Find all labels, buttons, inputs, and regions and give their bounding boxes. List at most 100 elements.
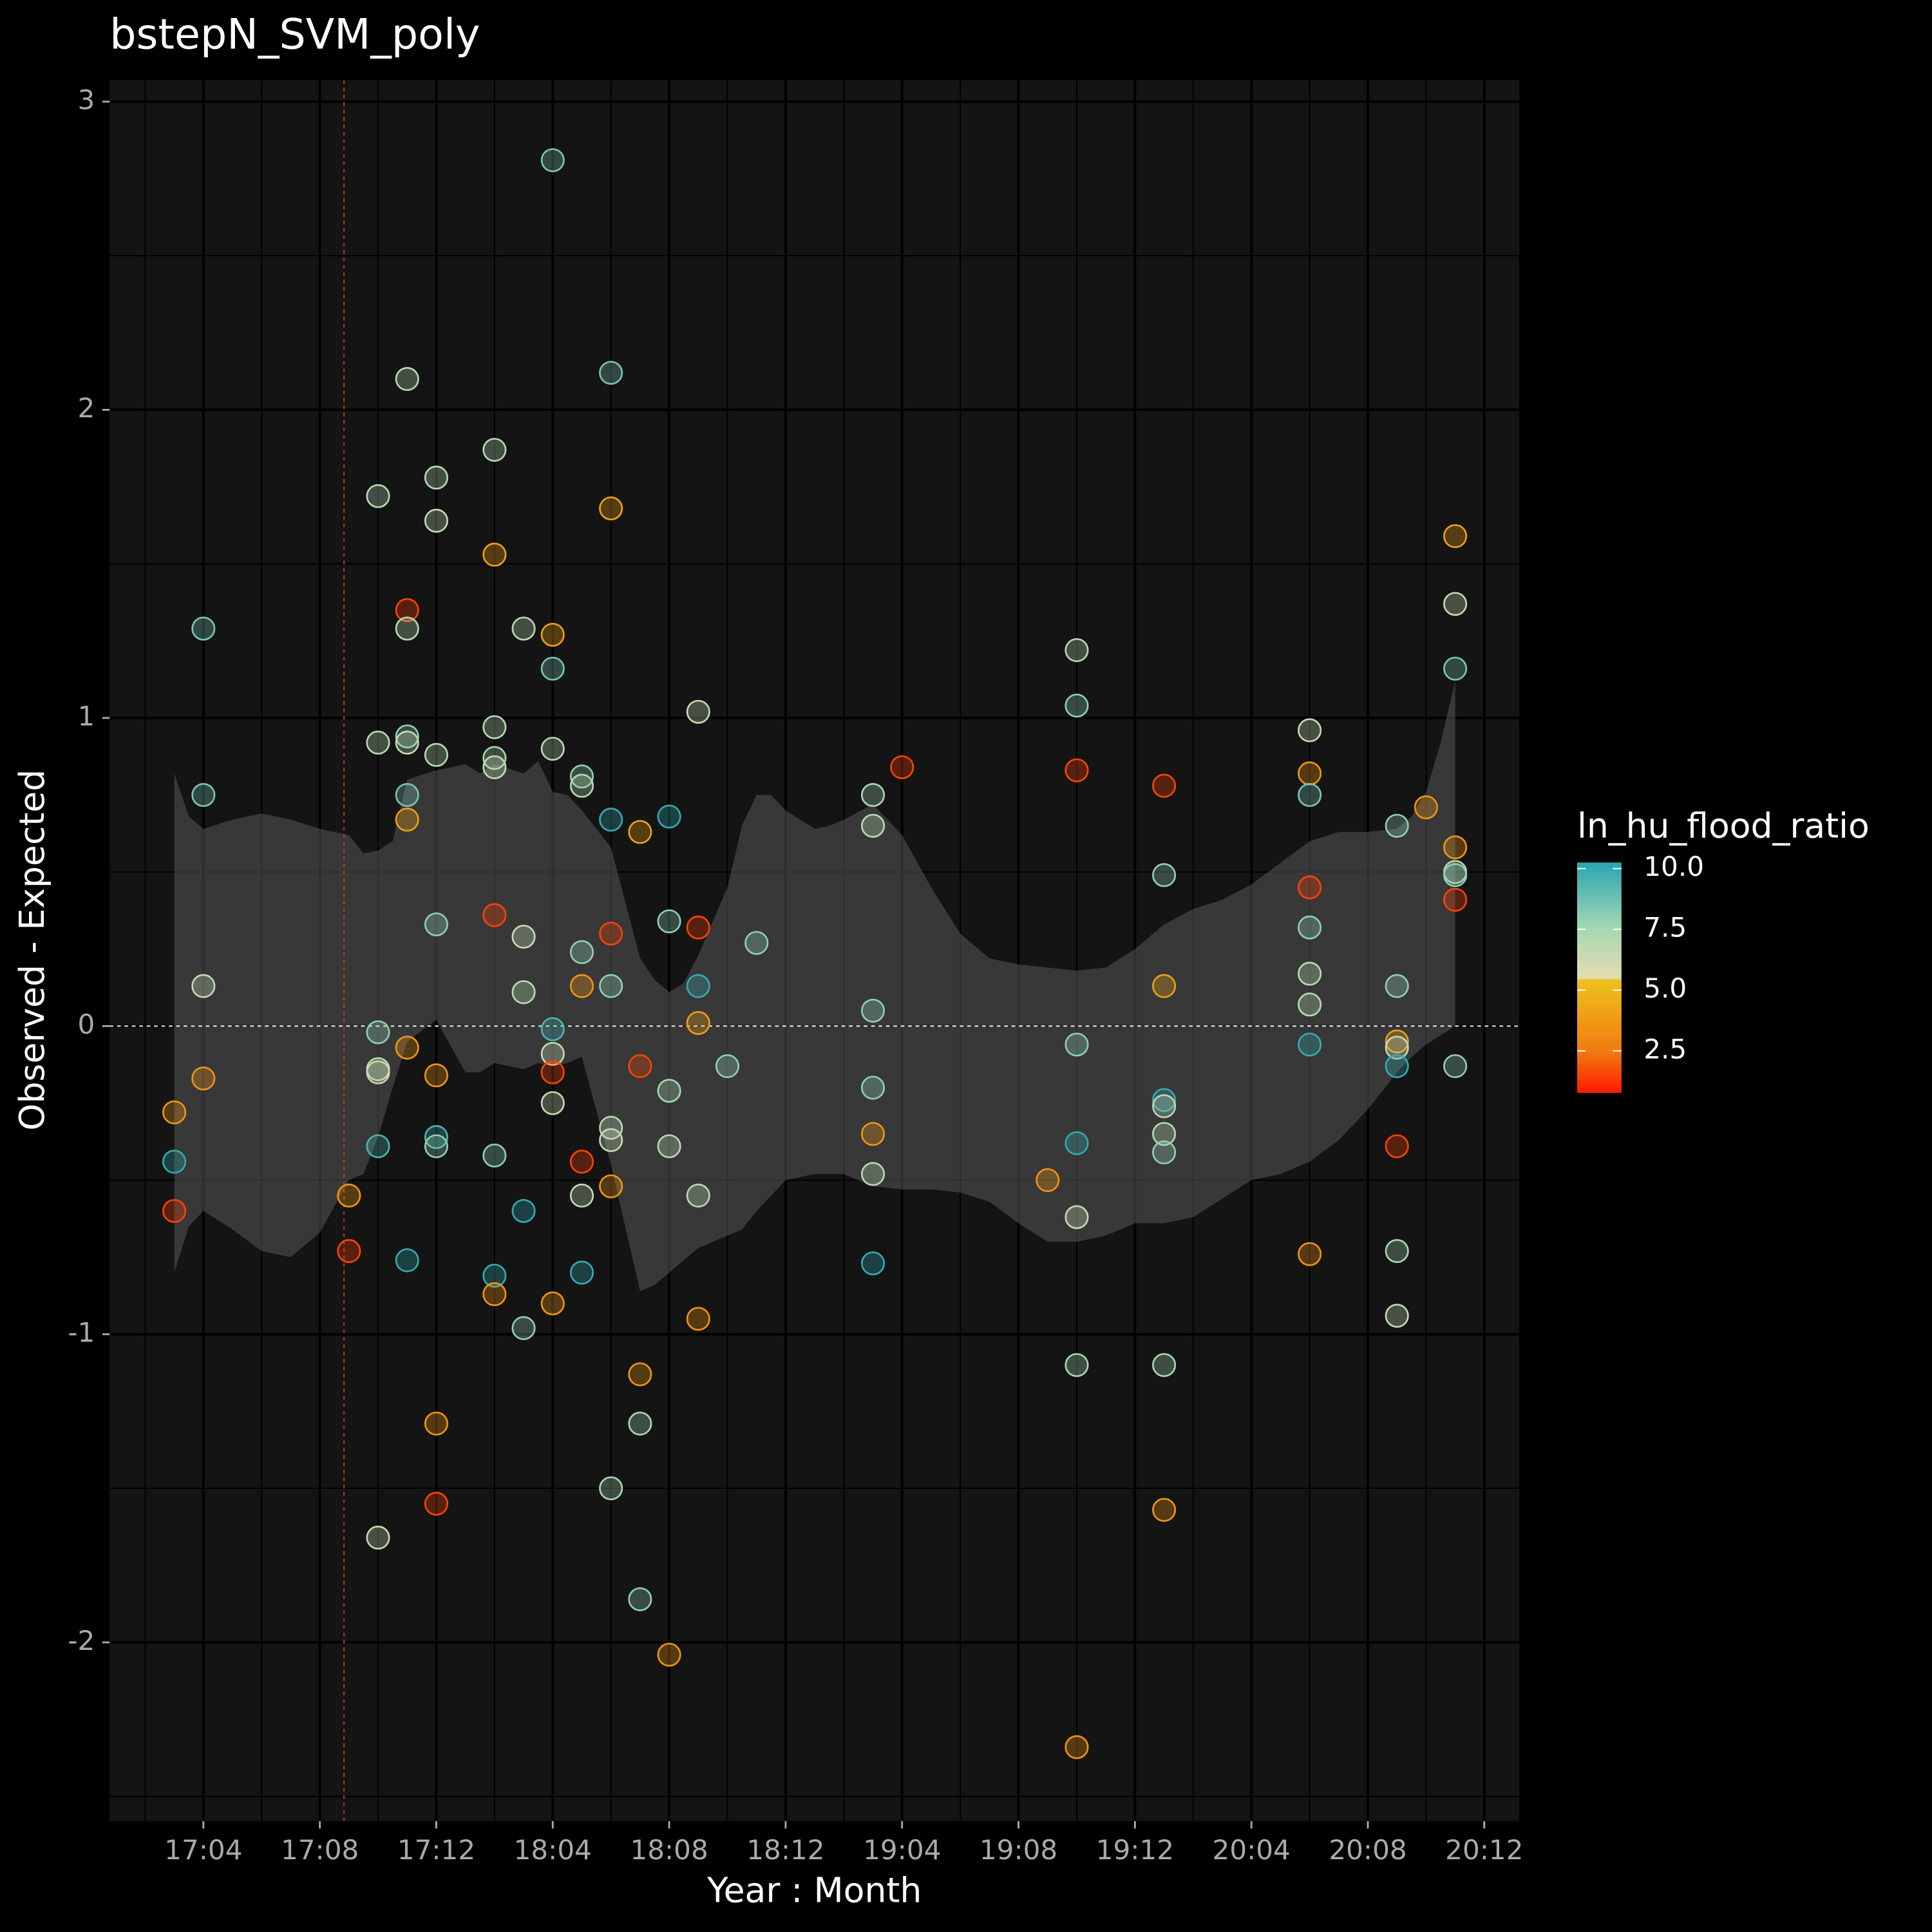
point [1152,1088,1177,1112]
point [482,746,507,770]
point [511,616,536,641]
y-tick-label: -1 [68,1316,95,1348]
point [890,755,914,779]
point [1152,1122,1177,1146]
y-tick-label: 0 [78,1009,95,1040]
colorbar-tick-label: 2.5 [1643,1033,1687,1065]
point [599,974,623,998]
point [860,1075,886,1100]
point [540,1091,565,1115]
point [424,1134,449,1159]
point [1385,974,1409,998]
point [1065,758,1089,782]
point [511,980,536,1005]
point [1385,1029,1409,1054]
point [511,1198,536,1223]
point [686,974,710,998]
point [540,656,565,681]
chart-title: bstepN_SVM_poly [109,10,480,59]
x-tick-label: 19:12 [1096,1834,1174,1866]
y-tick-label: 2 [78,392,95,424]
point [540,148,565,173]
x-tick-label: 18:04 [514,1834,592,1866]
point [395,1248,419,1273]
point [366,730,390,755]
y-tick-label: -2 [68,1625,95,1656]
point [424,1063,449,1088]
point [424,509,449,533]
y-axis-title: Observed - Expected [12,770,52,1131]
point [1298,1242,1322,1266]
point [569,1183,594,1208]
point [657,1079,681,1103]
point [657,1134,681,1159]
point [657,804,681,829]
point [599,808,623,832]
colorbar-title: ln_hu_flood_ratio [1577,805,1870,846]
point [191,974,216,998]
point [482,755,507,779]
point [1152,1140,1177,1165]
point [1443,656,1468,681]
point [511,1316,536,1340]
x-tick-label: 19:04 [863,1834,941,1866]
point [1385,1054,1409,1079]
point [366,1526,390,1550]
point [337,1239,361,1264]
point [540,1060,565,1084]
point [395,730,419,755]
point [337,1183,361,1208]
confidence-ribbon [174,681,1455,1291]
point [686,1183,710,1208]
point [366,1134,390,1159]
point [1443,524,1468,549]
x-tick-label: 18:12 [746,1834,824,1866]
point [1298,718,1322,743]
point [1298,875,1322,900]
point [1152,1497,1177,1522]
colorbar-tick-label: 10.0 [1643,851,1704,882]
point [1152,974,1177,998]
point [686,915,710,940]
point [1443,863,1468,887]
point [686,1010,710,1036]
point [569,773,594,798]
x-tick-label: 18:08 [630,1834,708,1866]
point [1443,835,1468,860]
x-tick-label: 20:08 [1329,1834,1406,1866]
point [1298,782,1322,808]
point [628,1362,652,1387]
point [1065,1353,1089,1378]
colorbar-tick-label: 5.0 [1643,972,1687,1004]
point [191,782,216,808]
point [482,1143,507,1168]
point [366,484,390,508]
point [860,782,886,808]
point [1298,961,1322,986]
point [1065,1032,1089,1057]
point [424,1412,449,1436]
point [657,909,681,934]
point [599,1476,623,1501]
point [395,598,419,622]
point [1385,1303,1409,1328]
point [1036,1168,1060,1193]
point [482,715,507,739]
point [1298,992,1322,1017]
point [1152,863,1177,887]
point [540,1291,565,1316]
point [395,724,419,749]
point [860,1162,886,1186]
point [1298,1032,1322,1057]
point [1385,1036,1409,1060]
point [395,808,419,832]
point [1152,1353,1177,1378]
point [1065,694,1089,718]
point [162,1198,187,1223]
point [1443,1054,1468,1079]
point [482,437,507,462]
point [511,924,536,949]
point [424,743,449,767]
